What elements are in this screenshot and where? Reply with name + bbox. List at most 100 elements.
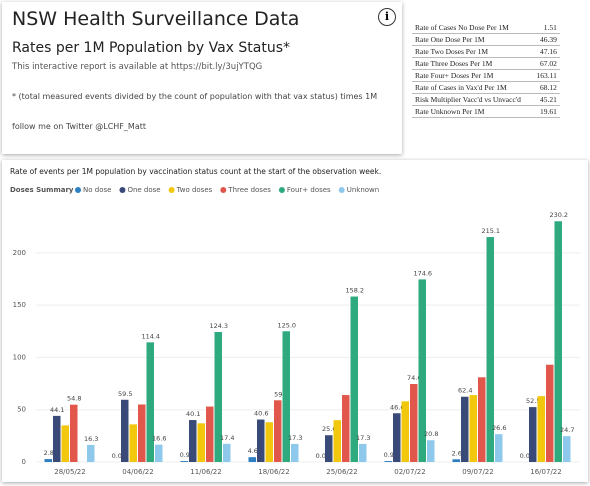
- x-tick-label: 25/06/22: [326, 468, 357, 476]
- data-label: 125.0: [277, 321, 296, 329]
- data-label: 52.5: [526, 397, 540, 405]
- legend-label: Four+ doses: [287, 186, 331, 194]
- data-label: 0.0: [520, 452, 530, 460]
- data-label: 26.6: [492, 424, 506, 432]
- data-label: 230.2: [549, 211, 568, 219]
- table-row: Rate Two Doses Per 1M 47.16: [412, 45, 560, 58]
- bar: [87, 444, 95, 462]
- legend-marker: [220, 187, 227, 193]
- data-label: 17.4: [220, 434, 234, 442]
- bar: [121, 399, 129, 462]
- bar: [214, 332, 222, 462]
- bar: [452, 459, 460, 462]
- data-label: 16.6: [152, 435, 166, 443]
- bar: [53, 415, 61, 462]
- table-cell: 47.16: [523, 45, 560, 58]
- table-row: Rate of Cases No Dose Per 1M 1.51: [412, 22, 560, 34]
- bar: [61, 425, 69, 462]
- table-cell: 19.61: [523, 105, 560, 118]
- report-link[interactable]: This interactive report is available at …: [12, 62, 263, 72]
- legend-marker: [168, 187, 175, 193]
- bar: [461, 396, 469, 462]
- data-label: 17.3: [288, 434, 302, 442]
- data-label: 17.3: [356, 434, 370, 442]
- table-cell: Risk Multiplier Vacc'd vs Unvacc'd: [412, 93, 524, 106]
- legend-marker: [338, 187, 345, 193]
- legend-marker: [278, 187, 285, 193]
- bar: [265, 422, 273, 462]
- table-cell: Rate Unknown Per 1M: [412, 105, 524, 118]
- bar: [427, 440, 435, 462]
- bar: [197, 423, 205, 462]
- bar: [138, 404, 146, 462]
- bar: [350, 296, 358, 462]
- table-cell: 68.12: [523, 81, 560, 94]
- bar: [554, 221, 562, 462]
- table-row: Rate Three Doses Per 1M 67.02: [412, 57, 560, 70]
- data-label: 4.6: [248, 447, 258, 455]
- bar: [546, 364, 554, 462]
- legend-label: No dose: [83, 186, 111, 194]
- table-cell: Rate Three Doses Per 1M: [412, 57, 524, 70]
- bar: [478, 377, 486, 462]
- bar: [291, 443, 299, 462]
- x-tick-label: 16/07/22: [530, 468, 561, 476]
- bar: [44, 459, 52, 462]
- bar: [393, 413, 401, 462]
- table-row: Rate of Cases in Vax'd Per 1M 68.12: [412, 81, 560, 94]
- summary-table: Rate of Cases No Dose Per 1M 1.51 Rate One…: [412, 22, 560, 118]
- data-label: 40.1: [186, 410, 200, 418]
- data-label: 59: [274, 390, 282, 398]
- y-tick-label: 150: [13, 301, 26, 309]
- data-label: 59.5: [118, 390, 132, 398]
- table-cell: 46.39: [523, 33, 560, 46]
- bar: [274, 400, 282, 462]
- chart-title: Rate of events per 1M population by vacc…: [10, 167, 381, 176]
- header-card: NSW Health Surveillance Data Rates per 1…: [2, 2, 402, 154]
- x-tick-label: 18/06/22: [258, 468, 289, 476]
- data-label: 0.0: [316, 452, 326, 460]
- table-cell: Rate Four+ Doses Per 1M: [412, 69, 524, 82]
- data-label: 114.4: [141, 332, 160, 340]
- data-label: 54.8: [67, 395, 81, 403]
- title: NSW Health Surveillance Data: [12, 8, 300, 30]
- legend-marker: [75, 187, 81, 193]
- bar: [282, 331, 290, 462]
- table-cell: 45.21: [523, 93, 560, 106]
- bar: [223, 443, 231, 462]
- bar: [257, 419, 265, 462]
- bar: [325, 435, 333, 462]
- bar: [401, 401, 409, 462]
- data-label: 158.2: [345, 287, 364, 295]
- bar: [342, 395, 350, 462]
- data-label: 124.3: [209, 322, 228, 330]
- bar: [129, 424, 137, 462]
- bar: [486, 237, 494, 462]
- info-icon[interactable]: i: [378, 8, 396, 26]
- x-tick-label: 11/06/22: [190, 468, 221, 476]
- table-cell: Rate Two Doses Per 1M: [412, 45, 524, 58]
- bar: [537, 396, 545, 462]
- x-tick-label: 04/06/22: [122, 468, 153, 476]
- data-label: 25.6: [322, 425, 336, 433]
- data-label: 44.1: [50, 406, 64, 414]
- data-label: 2.8: [44, 449, 54, 457]
- subtitle: Rates per 1M Population by Vax Status*: [12, 40, 291, 56]
- bar: [180, 461, 188, 462]
- legend-marker: [119, 187, 126, 193]
- x-tick-label: 28/05/22: [54, 468, 85, 476]
- data-label: 0.0: [112, 452, 122, 460]
- bar: [469, 395, 477, 462]
- x-tick-label: 02/07/22: [394, 468, 425, 476]
- y-tick-label: 50: [17, 406, 26, 414]
- bar: [495, 434, 503, 462]
- bar: [563, 436, 571, 462]
- data-label: 174.6: [413, 269, 432, 277]
- data-label: 2.6: [452, 449, 462, 457]
- bar: [529, 407, 537, 462]
- table-cell: Rate One Dose Per 1M: [412, 33, 524, 46]
- legend-label: One dose: [127, 186, 160, 194]
- table-cell: Rate of Cases in Vax'd Per 1M: [412, 81, 524, 94]
- bar: [359, 443, 367, 462]
- table-row: Rate Four+ Doses Per 1M 163.11: [412, 69, 560, 82]
